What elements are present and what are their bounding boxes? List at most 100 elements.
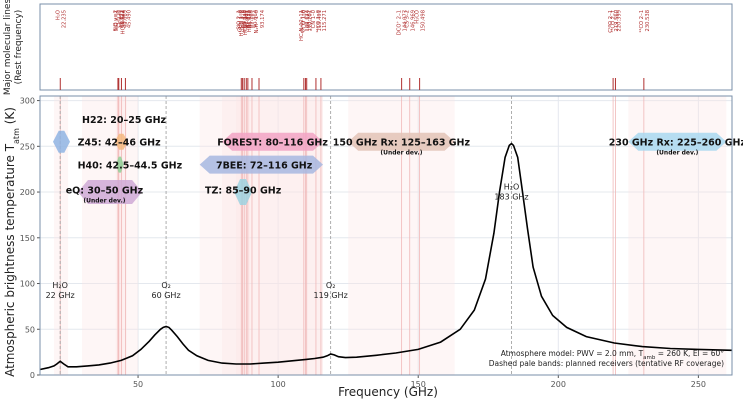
molecular-line-label: CCH 1–0 87.317 xyxy=(238,10,250,32)
receiver-band-label: 150 GHz Rx: 125–163 GHz xyxy=(333,138,471,149)
molecular-line-name: SiO v=2 xyxy=(113,10,119,31)
molecular-line-freq: 109.174 xyxy=(305,9,311,31)
molecular-line-label: HNC 1–0 90.664 xyxy=(247,9,259,32)
x-tick-label: 250 xyxy=(691,380,706,389)
molecular-line-label: CH₃OH 44.069 xyxy=(116,10,128,28)
y-axis-label: Atmospheric brightness temperature Tatm … xyxy=(3,107,21,377)
molecular-line-label: SiO v=2 42.821 xyxy=(113,10,125,31)
molecular-line-label: CS 3–2 146.969 xyxy=(405,10,417,31)
top-ylabel-line1: Major molecular lines xyxy=(3,0,13,95)
molecular-line-label: CN 1–0 113.491 xyxy=(311,10,323,31)
annotation-subscript: amb xyxy=(643,355,656,361)
receiver-band-label: FOREST: 80–116 GHz xyxy=(217,138,328,149)
top-panel-ylabel: Major molecular lines (Rest frequency) xyxy=(3,0,24,95)
molecular-line-name: HCO⁺ 1–0 xyxy=(243,10,249,35)
receiver-band-labels: H22: 20–25 GHz Z45: 42–46 GHz H40: 42.5–44… xyxy=(53,115,743,205)
molecular-line-label: SiO 2–1 86.847 xyxy=(236,10,248,30)
molecular-line-label: HC₃N 5–4 45.490 xyxy=(120,9,132,34)
molecular-line-name: HC₃N 12–11 xyxy=(299,10,305,41)
x-axis-label: Frequency (GHz) xyxy=(338,385,438,399)
molecular-line-name: C¹⁸O 2–1 xyxy=(608,10,614,33)
receiver-band-shade xyxy=(117,96,123,375)
molecular-line-name: CN 1–0 xyxy=(311,10,317,28)
molecular-line-label: DCO⁺ 2–1 144.077 xyxy=(397,10,409,35)
molecular-line-label: HCO⁺ 1–0 89.189 xyxy=(243,10,255,35)
molecular-line-label: ¹²CO 1–0 115.271 xyxy=(316,10,328,33)
receiver-band-shade xyxy=(82,96,139,375)
molecular-line-name: N₂H⁺ 1–0 xyxy=(254,10,260,33)
y-axis-ticks: 0 50 100 150 200 250 300 xyxy=(20,97,40,380)
bottom-panel-frame xyxy=(39,95,733,376)
x-tick-label: 150 xyxy=(411,380,426,389)
receiver-band-shade xyxy=(54,96,69,375)
receiver-band-badge xyxy=(199,155,323,174)
molecular-line-freq: 42.821 xyxy=(119,10,125,28)
molecular-line-freq: 90.664 xyxy=(253,9,259,28)
receiver-band-badge xyxy=(348,132,455,151)
absorption-label-freq: 22 GHz xyxy=(46,291,75,300)
molecular-line-label: H₂CO 150.498 xyxy=(415,10,427,31)
receiver-band-note: (Under dev.) xyxy=(83,197,125,204)
molecular-line-label: HCN 1–0 88.632 xyxy=(241,10,253,32)
molecular-line-name: H¹³CN 1–0 xyxy=(239,10,245,36)
x-tick-label: 200 xyxy=(551,380,566,389)
molecular-line-freq: 45.490 xyxy=(126,10,132,28)
molecular-line-freq: 146.969 xyxy=(411,10,417,31)
molecular-line-freq: 144.077 xyxy=(403,10,409,31)
y-axis-label-subscript: atm xyxy=(12,128,21,144)
molecular-line-freq: 115.271 xyxy=(322,10,328,31)
molecular-line-label: ¹³CO 2–1 220.399 xyxy=(610,10,622,33)
receiver-band-label: 230 GHz Rx: 225–260 GHz xyxy=(609,138,743,149)
model-annotation: Atmosphere model: PWV = 2.0 mm, Tamb = 2… xyxy=(489,349,725,368)
molecular-lines-panel: Major molecular lines (Rest frequency) H₂… xyxy=(3,0,733,95)
molecular-line-freq: 22.235 xyxy=(61,10,67,28)
y-axis-label-unit: (K) xyxy=(3,107,17,128)
molecular-line-label: N₂H⁺ 1–0 93.174 xyxy=(254,9,266,33)
x-tick-label: 100 xyxy=(270,380,285,389)
molecular-line-name: DCO⁺ 2–1 xyxy=(397,10,403,35)
molecular-line-freq: 113.491 xyxy=(317,10,323,31)
receiver-band-label: H22: 20–25 GHz xyxy=(82,115,167,126)
molecular-line-name: CH₃OH xyxy=(116,10,122,28)
receiver-band-note: (Under dev.) xyxy=(656,150,698,157)
receiver-band-label: 7BEE: 72–116 GHz xyxy=(216,161,313,172)
receiver-band-label: TZ: 85–90 GHz xyxy=(205,185,282,196)
molecular-line-name: ¹³CO 2–1 xyxy=(610,10,616,33)
molecular-line-freq: 93.174 xyxy=(260,9,266,28)
molecular-line-freq: 43.122 xyxy=(120,10,126,28)
molecular-line-name: SiO v=1 xyxy=(114,10,120,31)
molecular-line-name: CCH 1–0 xyxy=(238,10,244,32)
molecular-line-freq: 87.317 xyxy=(244,10,250,28)
absorption-label-freq: 183 GHz xyxy=(494,193,528,202)
molecular-line-label: SiO v=1 43.122 xyxy=(114,10,126,31)
y-tick-label: 50 xyxy=(25,325,35,334)
molecular-line-name: H₂CO xyxy=(415,10,421,24)
molecular-line-freq: 219.560 xyxy=(614,10,620,31)
top-ylabel-line2: (Rest frequency) xyxy=(14,10,24,85)
molecular-line-name: C¹⁸O 1–0 xyxy=(301,10,307,33)
molecular-line-name: HC₃N 5–4 xyxy=(120,9,126,34)
y-tick-label: 100 xyxy=(20,280,35,289)
molecular-line-label: C¹⁸O 1–0 109.782 xyxy=(301,10,313,33)
receiver-band-badge xyxy=(116,156,124,173)
molecular-line-name: H₂O xyxy=(55,10,61,20)
receiver-band-note: (Under dev.) xyxy=(380,150,422,157)
molecular-line-freq: 44.069 xyxy=(122,10,128,28)
molecular-line-freq: 230.538 xyxy=(645,10,651,31)
receiver-band-label: eQ: 30–50 GHz xyxy=(66,185,144,196)
y-tick-label: 200 xyxy=(20,188,35,197)
molecular-line-freq: 109.782 xyxy=(307,10,313,31)
annotation-line2: Dashed pale bands: planned receivers (te… xyxy=(489,359,724,368)
molecular-line-freq: 88.632 xyxy=(247,10,253,28)
receiver-band-badge xyxy=(53,130,70,153)
absorption-label-freq: 60 GHz xyxy=(152,291,181,300)
y-tick-label: 250 xyxy=(20,142,35,151)
annotation-rest: = 260 K, El = 60° xyxy=(655,349,724,358)
absorption-label-molecule: H₂O xyxy=(504,183,520,192)
receiver-band-label: Z45: 42–46 GHz xyxy=(78,138,161,149)
absorption-label-molecule: O₂ xyxy=(161,281,171,290)
receiver-band-badge xyxy=(222,132,323,151)
